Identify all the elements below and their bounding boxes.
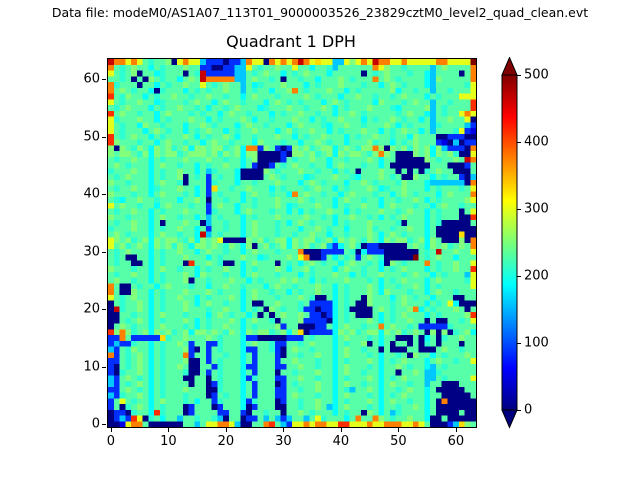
y-tick-mark [102,79,106,81]
colorbar-tick-label: 400 [524,134,549,150]
colorbar-tick-mark [517,410,521,411]
x-tick-label: 20 [217,434,235,449]
x-tick-mark [225,428,227,432]
y-tick-mark [102,136,106,138]
axes-frame [107,58,477,428]
colorbar-extend-max-arrow [501,57,518,76]
y-tick-label: 40 [83,186,100,202]
y-tick-mark [102,366,106,368]
y-tick-mark [102,424,106,426]
x-tick-label: 50 [390,434,407,449]
x-tick-mark [455,428,457,432]
y-tick-mark [102,251,106,253]
colorbar-gradient [501,74,518,411]
colorbar-tick-mark [517,343,521,344]
colorbar [501,57,518,429]
x-tick-mark [340,428,342,432]
x-tick-mark [110,428,112,432]
x-tick-mark [168,428,170,432]
colorbar-tick-mark [517,209,521,210]
colorbar-tick-mark [517,276,521,277]
x-tick-mark [283,428,285,432]
colorbar-tick-label: 100 [524,335,549,351]
y-tick-label: 30 [83,244,100,260]
x-tick-label: 60 [447,434,465,449]
colorbar-tick-mark [517,142,521,143]
y-tick-label: 20 [83,301,100,317]
heatmap-canvas [108,59,476,427]
y-tick-label: 60 [83,71,100,87]
y-tick-label: 10 [83,359,100,375]
colorbar-extend-min-arrow [501,409,518,429]
plot-title: Quadrant 1 DPH [226,32,356,51]
colorbar-tick-label: 500 [524,67,549,83]
data-file-label: Data file: modeM0/AS1A07_113T01_90000035… [51,5,589,20]
x-tick-mark [398,428,400,432]
y-tick-label: 50 [83,129,100,145]
colorbar-tick-label: 200 [524,268,549,284]
colorbar-tick-mark [517,75,521,76]
x-tick-label: 30 [275,434,292,449]
x-tick-label: 0 [106,434,116,449]
y-tick-mark [102,309,106,311]
y-tick-label: 0 [91,416,100,432]
x-tick-label: 40 [332,434,350,449]
x-tick-label: 10 [160,434,177,449]
colorbar-tick-label: 0 [524,402,533,418]
colorbar-tick-label: 300 [524,201,549,217]
y-tick-mark [102,194,106,196]
